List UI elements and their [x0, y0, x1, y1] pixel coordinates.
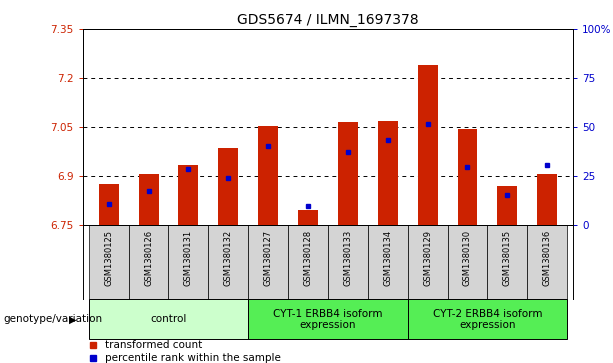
Bar — [378, 121, 398, 225]
Title: GDS5674 / ILMN_1697378: GDS5674 / ILMN_1697378 — [237, 13, 419, 26]
Bar — [537, 174, 557, 225]
Text: GSM1380127: GSM1380127 — [264, 229, 273, 286]
Text: CYT-2 ERBB4 isoform
expression: CYT-2 ERBB4 isoform expression — [433, 309, 542, 330]
Bar — [288, 225, 328, 299]
Bar — [368, 225, 408, 299]
Text: GSM1380133: GSM1380133 — [343, 229, 352, 286]
Bar — [218, 148, 238, 225]
Bar — [527, 225, 567, 299]
Text: control: control — [150, 314, 187, 325]
Text: GSM1380136: GSM1380136 — [543, 229, 552, 286]
Text: GSM1380129: GSM1380129 — [423, 229, 432, 286]
Text: GSM1380132: GSM1380132 — [224, 229, 233, 286]
Text: CYT-1 ERBB4 isoform
expression: CYT-1 ERBB4 isoform expression — [273, 309, 383, 330]
Bar — [497, 186, 517, 225]
Bar — [129, 225, 169, 299]
Text: GSM1380135: GSM1380135 — [503, 229, 512, 286]
Text: GSM1380134: GSM1380134 — [383, 229, 392, 286]
Text: GSM1380130: GSM1380130 — [463, 229, 472, 286]
Bar — [208, 225, 248, 299]
Bar — [139, 174, 159, 225]
Bar — [89, 225, 129, 299]
Text: GSM1380128: GSM1380128 — [303, 229, 313, 286]
Text: GSM1380131: GSM1380131 — [184, 229, 193, 286]
Bar — [487, 225, 527, 299]
Bar — [248, 225, 288, 299]
Text: ▶: ▶ — [69, 314, 76, 325]
Bar — [298, 210, 318, 225]
Bar — [457, 129, 478, 225]
Bar — [99, 184, 119, 225]
Bar — [258, 126, 278, 225]
Bar — [328, 225, 368, 299]
Text: percentile rank within the sample: percentile rank within the sample — [105, 353, 281, 363]
Bar — [417, 65, 438, 225]
Bar — [447, 225, 487, 299]
Bar — [338, 122, 358, 225]
Bar — [169, 225, 208, 299]
Text: genotype/variation: genotype/variation — [3, 314, 102, 325]
Bar — [248, 299, 408, 339]
Text: GSM1380126: GSM1380126 — [144, 229, 153, 286]
Text: GSM1380125: GSM1380125 — [104, 229, 113, 286]
Bar — [408, 299, 567, 339]
Bar — [178, 165, 199, 225]
Text: transformed count: transformed count — [105, 340, 202, 350]
Bar — [89, 299, 248, 339]
Bar — [408, 225, 447, 299]
